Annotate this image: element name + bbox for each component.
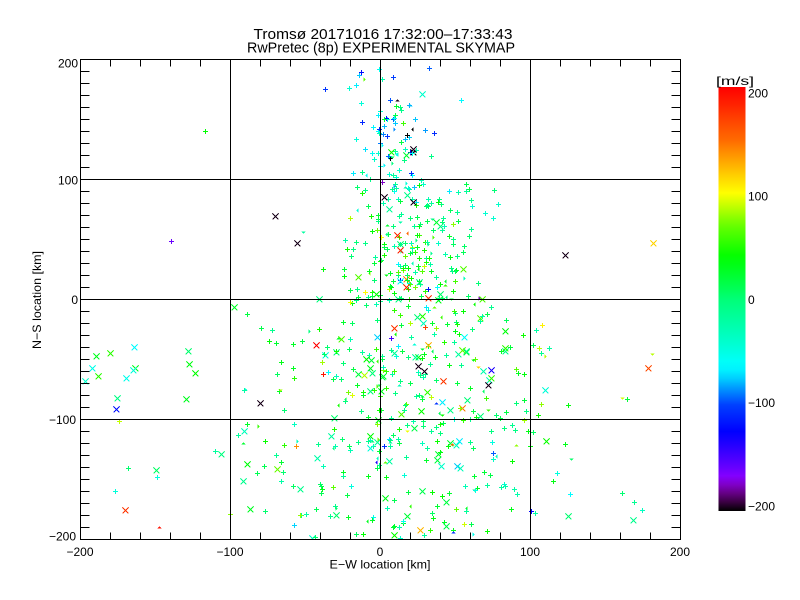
svg-text:−200: −200 [49,529,76,543]
svg-text:−200: −200 [66,545,93,559]
svg-text:−100: −100 [748,396,775,410]
svg-text:−100: −100 [49,413,76,427]
svg-text:[m/s]: [m/s] [716,74,754,88]
svg-text:0: 0 [71,293,78,307]
svg-text:E−W location [km]: E−W location [km] [330,558,431,572]
svg-text:0: 0 [377,545,384,559]
svg-text:100: 100 [520,545,540,559]
svg-text:200: 200 [748,86,768,100]
svg-text:100: 100 [748,190,768,204]
svg-text:Tromsø 20171016 17:32:00–17:33: Tromsø 20171016 17:32:00–17:33:43 [254,26,513,43]
svg-text:−200: −200 [748,499,775,513]
svg-text:100: 100 [58,173,78,187]
svg-text:−100: −100 [216,545,243,559]
svg-text:200: 200 [670,545,690,559]
svg-text:RwPretec (8p) EXPERIMENTAL SKY: RwPretec (8p) EXPERIMENTAL SKYMAP [247,40,515,57]
svg-text:N−S location [km]: N−S location [km] [30,251,44,349]
svg-text:0: 0 [748,293,755,307]
svg-text:200: 200 [58,56,78,70]
